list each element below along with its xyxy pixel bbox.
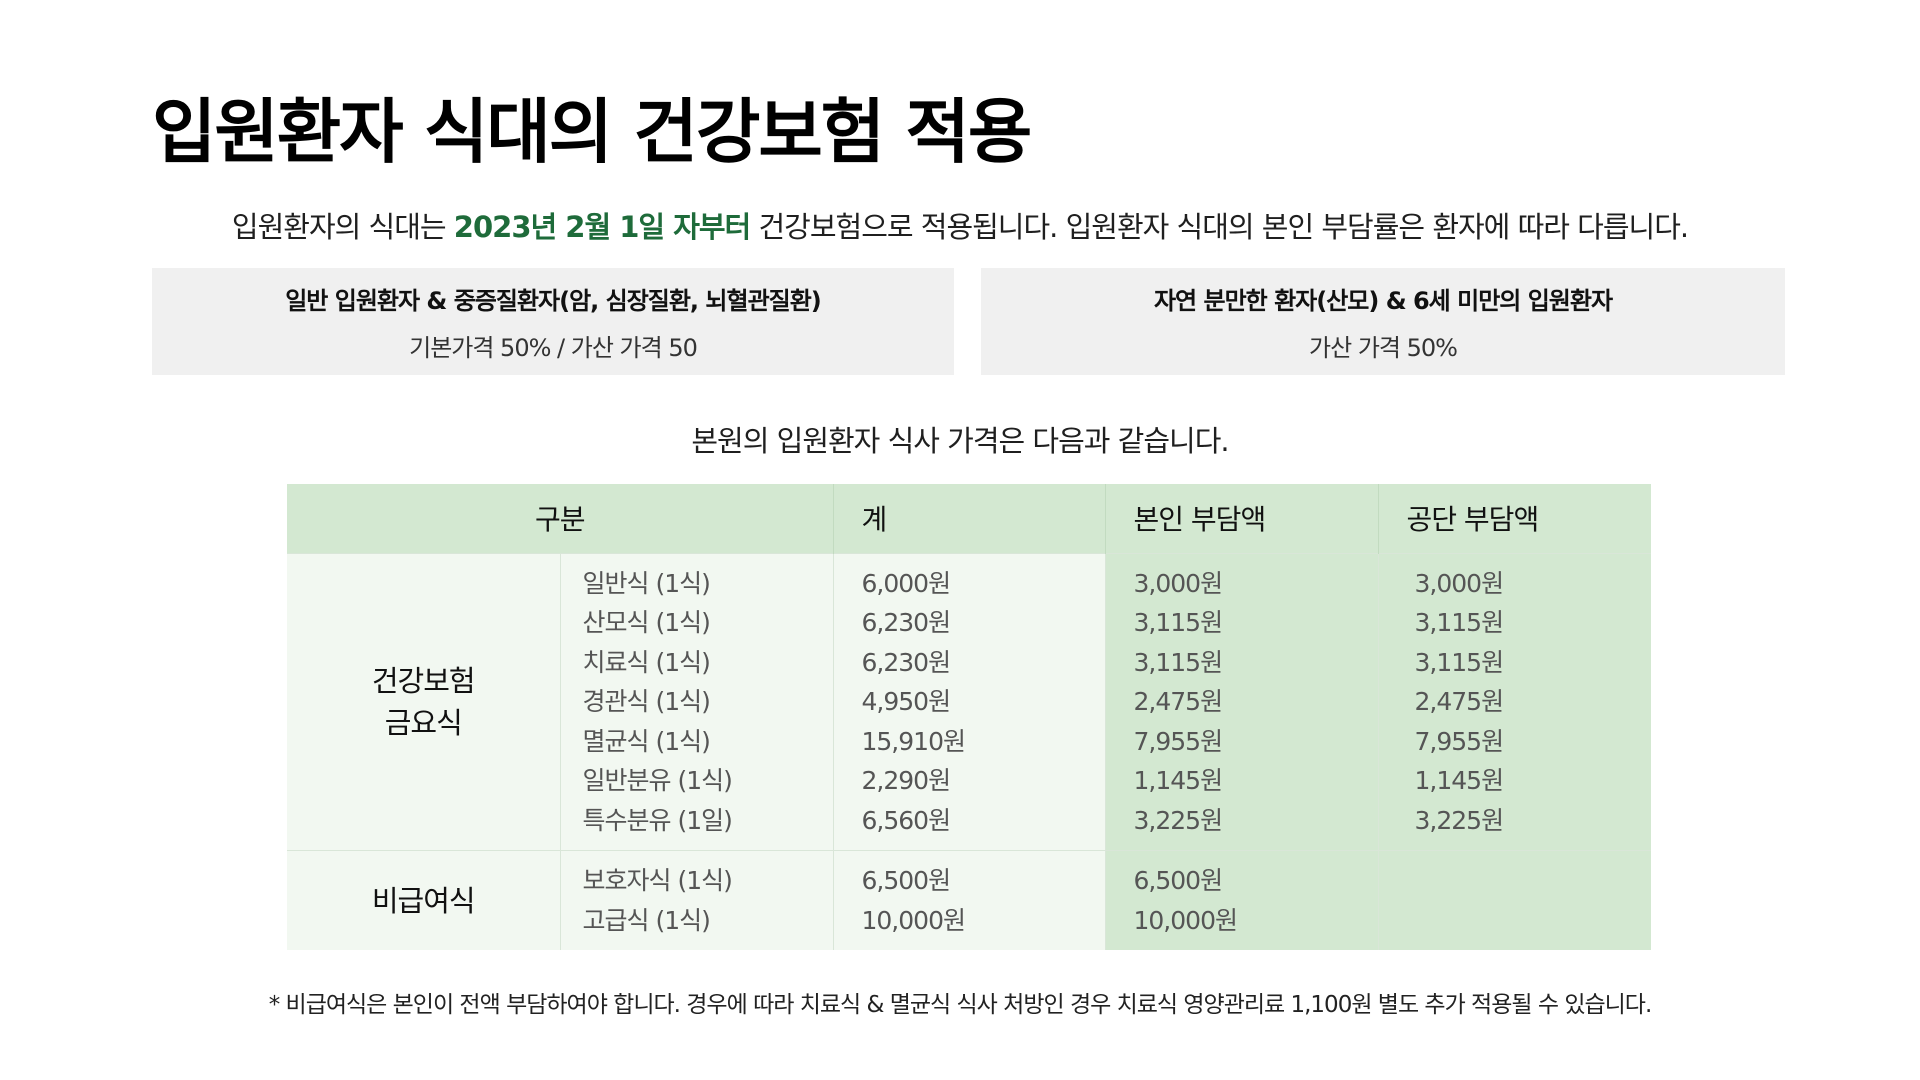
gov-pay-amount: 2,475원 [1414, 687, 1505, 716]
group-label-line: 비급여식 [371, 883, 476, 918]
total-price-column: 6,000원 6,230원 6,230원 4,950원 15,910원 2,29… [833, 552, 1106, 851]
gov-pay-amount [1415, 901, 1652, 941]
self-pay-column: 6,500원 10,000원 [1105, 850, 1379, 950]
gov-pay-amount: 1,145원 [1414, 766, 1505, 795]
self-pay-amount: 3,115원 [1133, 647, 1224, 677]
info-box-desc: 가산 가격 50% [1309, 333, 1458, 362]
self-pay-amount: 2,475원 [1133, 687, 1224, 716]
info-box-maternity-children: 자연 분만한 환자(산모) & 6세 미만의 입원환자 가산 가격 50% [981, 268, 1785, 375]
gov-pay-column [1378, 850, 1652, 950]
self-pay-amount: 10,000원 [1133, 905, 1238, 935]
self-pay-column: 3,000원 3,115원 3,115원 2,475원 7,955원 1,145… [1105, 552, 1379, 851]
gov-pay-amount: 3,225원 [1414, 805, 1505, 835]
meal-name: 산모식 (1식) [582, 608, 711, 637]
info-box-title: 자연 분만한 환자(산모) & 6세 미만의 입원환자 [1153, 286, 1613, 315]
total-price: 6,560원 [861, 805, 952, 835]
meal-name: 특수분유 (1일) [582, 805, 733, 835]
meal-name-column: 일반식 (1식) 산모식 (1식) 치료식 (1식) 경관식 (1식) 멸균식 … [560, 552, 834, 851]
self-pay-amount: 1,145원 [1133, 766, 1224, 795]
meal-name: 경관식 (1식) [582, 687, 711, 716]
intro-highlight-date: 2023년 2월 1일 자부터 [453, 210, 751, 244]
header-self-pay: 본인 부담액 [1105, 484, 1379, 553]
total-price-column: 6,500원 10,000원 [833, 850, 1106, 950]
intro-text-after: 건강보험으로 적용됩니다. 입원환자 식대의 본인 부담률은 환자에 따라 다릅… [750, 210, 1689, 244]
table-group-row-non-covered: 비급여식 보호자식 (1식) 고급식 (1식) 6,500원 10,000원 6… [287, 850, 1652, 950]
self-pay-amount: 6,500원 [1133, 866, 1224, 895]
total-price: 6,500원 [861, 866, 952, 895]
header-total: 계 [833, 484, 1106, 553]
meal-price-table: 구분 계 본인 부담액 공단 부담액 건강보험 금요식 일반식 (1식) 산모식… [287, 484, 1651, 950]
header-category: 구분 [287, 484, 834, 553]
meal-name: 고급식 (1식) [582, 905, 711, 935]
info-box-desc: 기본가격 50% / 가산 가격 50 [409, 333, 698, 362]
meal-name: 치료식 (1식) [582, 647, 711, 677]
group-label-line: 금요식 [384, 705, 463, 740]
page-title: 입원환자 식대의 건강보험 적용 [152, 91, 1032, 173]
table-caption: 본원의 입원환자 식사 가격은 다음과 같습니다. [691, 424, 1229, 458]
meal-name: 일반분유 (1식) [582, 766, 733, 795]
table-group-row-insured: 건강보험 금요식 일반식 (1식) 산모식 (1식) 치료식 (1식) 경관식 … [287, 552, 1651, 851]
self-pay-amount: 3,000원 [1133, 568, 1224, 598]
table-header-row: 구분 계 본인 부담액 공단 부담액 [287, 484, 1651, 553]
total-price: 6,230원 [861, 647, 952, 677]
group-label-non-covered: 비급여식 [287, 850, 561, 950]
self-pay-amount: 3,225원 [1133, 805, 1224, 835]
gov-pay-amount: 3,000원 [1414, 568, 1505, 598]
gov-pay-amount [1415, 861, 1652, 901]
total-price: 4,950원 [861, 687, 952, 716]
gov-pay-amount: 3,115원 [1414, 608, 1505, 637]
total-price: 15,910원 [861, 726, 966, 756]
meal-name: 멸균식 (1식) [582, 726, 711, 756]
self-pay-amount: 7,955원 [1133, 726, 1224, 756]
group-label-line: 건강보험 [371, 663, 476, 698]
info-box-general-patients: 일반 입원환자 & 중증질환자(암, 심장질환, 뇌혈관질환) 기본가격 50%… [152, 268, 954, 375]
header-gov-pay: 공단 부담액 [1378, 484, 1651, 553]
info-box-title: 일반 입원환자 & 중증질환자(암, 심장질환, 뇌혈관질환) [285, 286, 822, 315]
intro-text-before: 입원환자의 식대는 [231, 210, 454, 244]
total-price: 2,290원 [861, 766, 952, 795]
meal-name-column: 보호자식 (1식) 고급식 (1식) [560, 850, 834, 950]
group-label-insured: 건강보험 금요식 [287, 552, 561, 851]
meal-name: 일반식 (1식) [582, 568, 711, 598]
meal-name: 보호자식 (1식) [582, 866, 733, 895]
total-price: 10,000원 [861, 905, 966, 935]
total-price: 6,230원 [861, 608, 952, 637]
gov-pay-amount: 3,115원 [1414, 647, 1505, 677]
gov-pay-column: 3,000원 3,115원 3,115원 2,475원 7,955원 1,145… [1378, 552, 1651, 851]
total-price: 6,000원 [861, 568, 952, 598]
self-pay-amount: 3,115원 [1133, 608, 1224, 637]
intro-text: 입원환자의 식대는 2023년 2월 1일 자부터 건강보험으로 적용됩니다. … [0, 204, 1920, 246]
footnote: * 비급여식은 본인이 전액 부담하여야 합니다. 경우에 따라 치료식 & 멸… [268, 992, 1653, 1018]
gov-pay-amount: 7,955원 [1414, 726, 1505, 756]
